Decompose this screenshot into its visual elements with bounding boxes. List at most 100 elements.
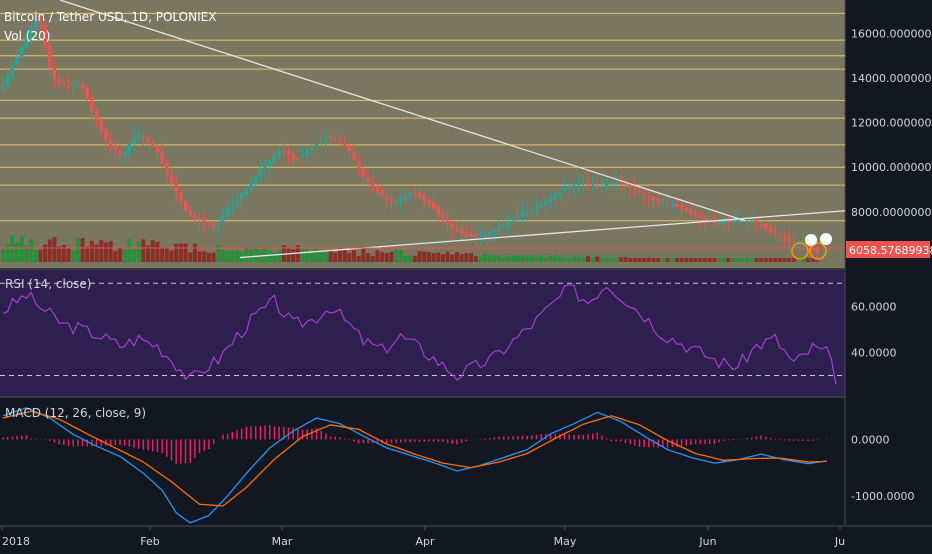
candle-body bbox=[464, 232, 469, 236]
candle-body bbox=[544, 201, 548, 205]
candle-body bbox=[417, 193, 422, 197]
volume-bar bbox=[169, 250, 174, 262]
volume-bar bbox=[380, 252, 385, 262]
volume-bar bbox=[712, 258, 717, 262]
candle-body bbox=[459, 229, 464, 234]
candle-body bbox=[328, 137, 333, 139]
volume-bar bbox=[384, 253, 389, 262]
volume-bar bbox=[57, 246, 62, 262]
candle-body bbox=[525, 210, 529, 214]
volume-bar bbox=[534, 257, 539, 262]
candle-body bbox=[137, 135, 141, 139]
candle-body bbox=[408, 193, 412, 196]
candle-body bbox=[778, 234, 782, 236]
candle-body bbox=[342, 143, 347, 146]
candle-body bbox=[773, 231, 777, 234]
volume-bar bbox=[515, 255, 520, 262]
candle-body bbox=[768, 227, 773, 232]
volume-bar bbox=[759, 258, 764, 262]
candle-body bbox=[300, 155, 305, 158]
volume-bar bbox=[520, 256, 525, 262]
volume-bar bbox=[557, 256, 562, 262]
volume-bar bbox=[249, 248, 254, 262]
candle-body bbox=[230, 203, 235, 207]
candle-body bbox=[5, 74, 10, 86]
candle-body bbox=[347, 145, 352, 152]
candle-body bbox=[188, 210, 192, 216]
volume-bar bbox=[656, 258, 661, 262]
candle-body bbox=[609, 183, 614, 185]
volume-bar bbox=[38, 249, 43, 262]
rsi-line bbox=[2, 284, 837, 385]
candle-body bbox=[34, 20, 38, 29]
volume-bar bbox=[52, 237, 57, 262]
volume-bar bbox=[651, 258, 656, 262]
volume-bar bbox=[127, 238, 132, 262]
volume-bar bbox=[263, 247, 268, 262]
candle-body bbox=[605, 184, 609, 188]
candle-body bbox=[562, 189, 567, 191]
candle-body bbox=[118, 150, 122, 154]
candle-body bbox=[71, 85, 75, 87]
candle-body bbox=[689, 209, 693, 214]
volume-bar bbox=[791, 258, 796, 262]
event-count-icon[interactable] bbox=[805, 234, 817, 246]
volume-bar bbox=[108, 241, 113, 262]
trendline[interactable] bbox=[239, 210, 846, 259]
candle-body bbox=[38, 21, 43, 26]
volume-bar bbox=[375, 250, 380, 262]
volume-bar bbox=[342, 249, 347, 262]
candle-body bbox=[90, 97, 94, 112]
volume-bar bbox=[684, 258, 689, 262]
candle-body bbox=[174, 184, 178, 194]
candle-body bbox=[679, 205, 684, 210]
event-marker-icon[interactable] bbox=[809, 242, 827, 260]
price-axis-ticks: 16000.00000000 14000.00000000 12000.000000… bbox=[851, 27, 932, 218]
volume-bar bbox=[47, 239, 52, 262]
candle-body bbox=[338, 140, 342, 143]
candle-body bbox=[211, 222, 216, 228]
trendlines[interactable] bbox=[0, 0, 846, 259]
candle-body bbox=[548, 197, 553, 202]
volume-bar bbox=[539, 256, 544, 262]
volume-bar bbox=[113, 251, 118, 262]
candle-body bbox=[717, 222, 721, 224]
volume-bar bbox=[529, 255, 534, 262]
time-tick-label: Ju bbox=[834, 535, 845, 548]
candle-body bbox=[642, 193, 646, 195]
candles bbox=[1, 15, 820, 262]
volume-bar bbox=[600, 258, 605, 262]
candle-body bbox=[352, 152, 356, 160]
candle-body bbox=[511, 219, 515, 222]
candle-body bbox=[165, 161, 169, 175]
volume-bar bbox=[665, 257, 670, 262]
volume-bar bbox=[337, 247, 342, 262]
trendline[interactable] bbox=[59, 0, 746, 222]
volume-bar bbox=[328, 250, 333, 262]
volume-bar bbox=[688, 258, 693, 262]
event-marker-icon[interactable] bbox=[791, 242, 809, 260]
candle-body bbox=[169, 174, 174, 184]
candle-body bbox=[787, 238, 791, 242]
volume-bar bbox=[548, 255, 553, 262]
volume-bar bbox=[431, 253, 436, 262]
volume-bar bbox=[609, 257, 614, 262]
event-count-icon[interactable] bbox=[820, 233, 832, 245]
signal-line bbox=[2, 410, 827, 507]
volume-bar bbox=[33, 250, 38, 262]
candle-body bbox=[450, 223, 454, 230]
price-tick-label: 10000.00000000 bbox=[851, 161, 932, 174]
candle-body bbox=[151, 142, 155, 146]
volume-bar bbox=[300, 248, 305, 262]
candle-body bbox=[207, 222, 211, 224]
candle-body bbox=[469, 234, 473, 237]
candle-body bbox=[80, 83, 85, 88]
candle-body bbox=[600, 186, 604, 188]
candle-body bbox=[155, 146, 160, 152]
candle-body bbox=[473, 234, 478, 237]
volume-bar bbox=[319, 252, 324, 262]
candle-body bbox=[637, 190, 642, 193]
candle-body bbox=[319, 141, 323, 143]
candle-body bbox=[726, 220, 731, 222]
